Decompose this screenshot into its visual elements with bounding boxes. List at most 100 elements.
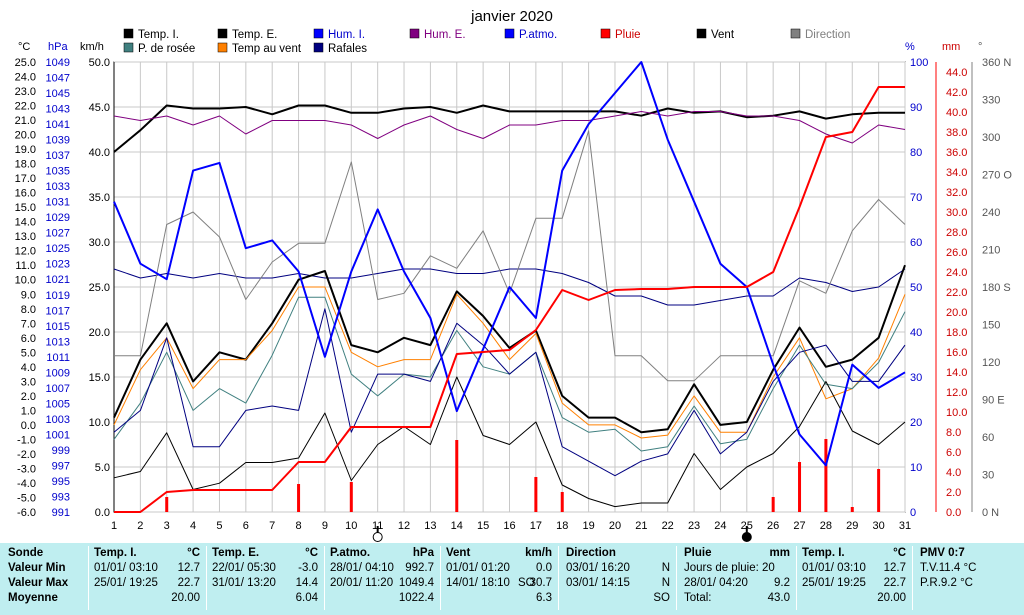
wind_kmh-tick-label: 40.0 [89,147,110,159]
series-line-rafales [113,308,906,477]
stat-max-date: 25/01/ 19:25 [802,577,866,589]
rain-bar [560,492,564,512]
rain_mm-tick-label: 36.0 [946,147,967,159]
rain_mm-tick-label: 4.0 [946,467,961,479]
rain-bar [877,469,881,512]
pressure_hpa-tick-label: 1007 [46,383,70,395]
legend-swatch [123,28,134,39]
humidity_pct-unit-label: % [905,41,915,53]
pressure_hpa-tick-label: 1033 [46,181,70,193]
temp_c-tick-label: 9.0 [21,289,36,301]
rain_mm-tick-label: 22.0 [946,287,967,299]
stat-max-direction: SO [518,577,535,589]
series-line-p-atmo [113,61,906,467]
temp_c-tick-label: 21.0 [15,115,36,127]
legend-swatch [313,28,324,39]
stats-row-labels: Sonde Valeur Min Valeur Max Moyenne [8,546,88,612]
pressure_hpa-tick-label: 1039 [46,135,70,147]
temp_c-tick-label: 15.0 [15,202,36,214]
stat-min-date: 01/01/ 03:10 [94,562,158,574]
stat-min-date: 22/01/ 05:30 [212,562,276,574]
rain-bar [824,439,828,512]
wind_kmh-unit-label: km/h [80,41,104,53]
wind_kmh-tick-label: 10.0 [89,417,110,429]
legend-swatch [217,42,228,53]
wind_kmh-tick-label: 30.0 [89,237,110,249]
stat-min-value: N [661,562,670,574]
rain_mm-tick-label: 28.0 [946,227,967,239]
stat-mean-value: 20.00 [171,592,200,604]
x-tick-label: 27 [793,520,805,532]
stat-max-value: N [661,577,670,589]
temp_c-tick-label: -1.0 [17,434,36,446]
stat-unit: °C [893,547,906,559]
pressure_hpa-tick-label: 1027 [46,228,70,240]
stat-mean-value: 1022.4 [398,592,434,604]
wind_kmh-tick-label: 0.0 [95,507,110,519]
humidity_pct-tick-label: 30 [910,372,922,384]
series-line-hum-i [113,268,906,306]
temp_c-tick-label: 25.0 [15,57,36,69]
humidity_pct-tick-label: 80 [910,147,922,159]
rain_mm-tick-label: 24.0 [946,267,967,279]
x-tick-label: 18 [556,520,568,532]
pressure_hpa-tick-label: 1041 [46,119,70,131]
rain_mm-tick-label: 20.0 [946,307,967,319]
pressure_hpa-tick-label: 1003 [46,414,70,426]
stat-max-date: 28/01/ 04:20 [684,577,748,589]
legend-swatch [313,42,324,53]
legend-label: Hum. I. [328,29,365,41]
direction_deg-tick-label: 0 N [982,507,999,519]
stats-direction: Direction 03/01/ 16:20 N 03/01/ 14:15 N … [566,546,674,612]
rain-bar [455,440,459,512]
wind_kmh-tick-label: 20.0 [89,327,110,339]
x-tick-label: 6 [243,520,249,532]
rain_mm-unit-label: mm [942,41,960,53]
pressure_hpa-tick-label: 995 [52,476,70,488]
stats-pluie: Pluie mm Jours de pluie: 20 28/01/ 04:20… [684,546,794,612]
pressure_hpa-tick-label: 993 [52,491,70,503]
x-tick-label: 13 [424,520,436,532]
temp_c-tick-label: 6.0 [21,333,36,345]
rain_mm-tick-label: 18.0 [946,327,967,339]
pressure_hpa-tick-label: 1047 [46,73,70,85]
legend-label: Temp. E. [232,29,277,41]
legend-swatch [600,28,611,39]
stat-max-date: 25/01/ 19:25 [94,577,158,589]
rain_mm-tick-label: 16.0 [946,347,967,359]
legend-label: Direction [805,29,850,41]
x-tick-label: 4 [190,520,196,532]
stat-mean-value: SO [653,592,670,604]
legend-swatch [217,28,228,39]
pressure_hpa-tick-label: 1031 [46,197,70,209]
legend-label: P.atmo. [519,29,557,41]
humidity_pct-tick-label: 0 [910,507,916,519]
temp_c-tick-label: 1.0 [21,405,36,417]
direction_deg-tick-label: 360 N [982,57,1011,69]
legend-swatch [696,28,707,39]
legend-label: Temp. I. [138,29,179,41]
temp_c-tick-label: 13.0 [15,231,36,243]
pressure_hpa-tick-label: 1005 [46,398,70,410]
pressure_hpa-tick-label: 1015 [46,321,70,333]
rain_mm-tick-label: 12.0 [946,387,967,399]
stat-title: Temp. E. [212,547,260,559]
temp_c-tick-label: 18.0 [15,159,36,171]
temp_c-tick-label: 2.0 [21,391,36,403]
temp_c-tick-label: 22.0 [15,101,36,113]
wind_kmh-tick-label: 50.0 [89,57,110,69]
pressure_hpa-tick-label: 1017 [46,305,70,317]
pressure_hpa-tick-label: 1049 [46,57,70,69]
stat-min-date: 03/01/ 16:20 [566,562,630,574]
stat-title: PMV 0:7 [920,547,965,559]
stat-min-date: 01/01/ 01:20 [446,562,510,574]
temp_c-tick-label: 5.0 [21,347,36,359]
rain_mm-tick-label: 32.0 [946,187,967,199]
pressure_hpa-unit-label: hPa [48,41,68,53]
humidity_pct-tick-label: 100 [910,57,928,69]
stat-total-value: 43.0 [767,592,790,604]
temp_c-tick-label: 16.0 [15,188,36,200]
temp_c-tick-label: 12.0 [15,246,36,258]
x-tick-label: 15 [477,520,489,532]
pressure_hpa-tick-label: 999 [52,445,70,457]
